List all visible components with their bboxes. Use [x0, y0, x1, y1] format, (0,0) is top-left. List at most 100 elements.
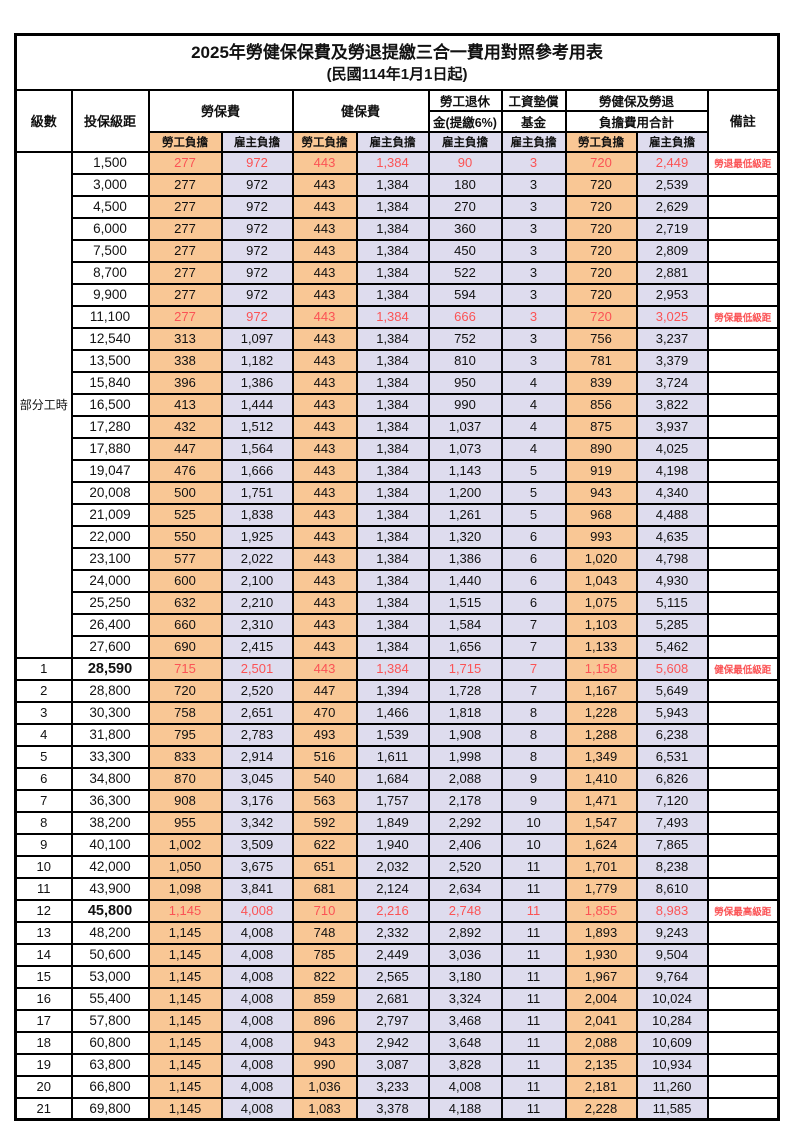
wage-fund-employer-cell: 3 — [500, 260, 567, 285]
total-employee-cell: 720 — [564, 238, 638, 263]
health-ins-employee-cell: 443 — [291, 304, 358, 329]
total-employee-cell: 756 — [564, 326, 638, 351]
table-row: 17 57,800 1,145 4,008 896 2,797 3,468 11… — [14, 1008, 780, 1033]
labor-ins-employer-cell: 4,008 — [220, 1074, 294, 1099]
wage-fund-employer-cell: 11 — [500, 986, 567, 1011]
total-employee-cell: 720 — [564, 150, 638, 175]
labor-ins-employee-cell: 690 — [147, 634, 223, 659]
note-cell — [706, 964, 780, 989]
note-cell — [706, 216, 780, 241]
level-cell: 3 — [14, 700, 73, 725]
table-row: 25,250 632 2,210 443 1,384 1,515 6 1,075… — [16, 590, 780, 615]
total-employee-cell: 1,410 — [564, 766, 638, 791]
health-ins-employer-cell: 1,684 — [355, 766, 430, 791]
total-employee-cell: 2,135 — [564, 1052, 638, 1077]
labor-ins-employer-cell: 2,310 — [220, 612, 294, 637]
labor-ins-employee-cell: 833 — [147, 744, 223, 769]
pension-employer-cell: 3,036 — [427, 942, 503, 967]
wage-fund-employer-cell: 3 — [500, 238, 567, 263]
pension-employer-cell: 1,320 — [427, 524, 503, 549]
total-employer-cell: 6,238 — [635, 722, 709, 747]
wage-fund-employer-cell: 8 — [500, 700, 567, 725]
health-ins-employee-cell: 443 — [291, 150, 358, 175]
labor-ins-employee-cell: 413 — [147, 392, 223, 417]
wage-fund-employer-cell: 8 — [500, 744, 567, 769]
total-employee-cell: 839 — [564, 370, 638, 395]
health-ins-employer-cell: 2,216 — [355, 898, 430, 923]
health-ins-employee-cell: 443 — [291, 656, 358, 681]
note-cell — [706, 876, 780, 901]
table-row: 26,400 660 2,310 443 1,384 1,584 7 1,103… — [16, 612, 780, 637]
note-cell — [706, 920, 780, 945]
premium-table: 2025年勞健保保費及勞退提繳三合一費用對照參考用表 (民國114年1月1日起)… — [14, 33, 781, 1121]
level-cell: 14 — [14, 942, 73, 967]
salary-cell: 31,800 — [70, 722, 150, 747]
labor-ins-employer-cell: 4,008 — [220, 1008, 294, 1033]
health-ins-employer-cell: 1,384 — [355, 634, 430, 659]
labor-ins-employee-cell: 1,098 — [147, 876, 223, 901]
health-ins-employee-cell: 443 — [291, 260, 358, 285]
subheader-labor-employer: 雇主負擔 — [220, 130, 294, 153]
title-block: 2025年勞健保保費及勞退提繳三合一費用對照參考用表 (民國114年1月1日起) — [14, 33, 780, 91]
total-employer-cell: 2,809 — [635, 238, 709, 263]
pension-employer-cell: 2,292 — [427, 810, 503, 835]
page-subtitle: (民國114年1月1日起) — [326, 66, 468, 84]
salary-cell: 21,009 — [70, 502, 150, 527]
header-level: 級數 — [14, 88, 73, 153]
level-cell: 21 — [14, 1096, 73, 1121]
health-ins-employer-cell: 2,565 — [355, 964, 430, 989]
wage-fund-employer-cell: 3 — [500, 326, 567, 351]
labor-ins-employer-cell: 1,444 — [220, 392, 294, 417]
health-ins-employee-cell: 443 — [291, 568, 358, 593]
total-employer-cell: 4,635 — [635, 524, 709, 549]
table-row: 11 43,900 1,098 3,841 681 2,124 2,634 11… — [14, 876, 780, 901]
header-total-line1: 勞健保及勞退 — [564, 88, 709, 112]
total-employer-cell: 3,822 — [635, 392, 709, 417]
salary-cell: 22,000 — [70, 524, 150, 549]
pension-employer-cell: 990 — [427, 392, 503, 417]
subheader-health-employer: 雇主負擔 — [355, 130, 430, 153]
salary-cell: 55,400 — [70, 986, 150, 1011]
health-ins-employer-cell: 1,384 — [355, 502, 430, 527]
note-cell: 勞保最低級距 — [706, 304, 780, 329]
labor-ins-employee-cell: 550 — [147, 524, 223, 549]
health-ins-employer-cell: 2,681 — [355, 986, 430, 1011]
salary-cell: 28,590 — [70, 656, 150, 681]
level-cell: 7 — [14, 788, 73, 813]
health-ins-employee-cell: 859 — [291, 986, 358, 1011]
level-cell: 2 — [14, 678, 73, 703]
wage-fund-employer-cell: 5 — [500, 502, 567, 527]
wage-fund-employer-cell: 6 — [500, 568, 567, 593]
pension-employer-cell: 594 — [427, 282, 503, 307]
pension-employer-cell: 1,261 — [427, 502, 503, 527]
wage-fund-employer-cell: 6 — [500, 546, 567, 571]
total-employer-cell: 2,953 — [635, 282, 709, 307]
salary-cell: 8,700 — [70, 260, 150, 285]
total-employer-cell: 6,531 — [635, 744, 709, 769]
salary-cell: 69,800 — [70, 1096, 150, 1121]
labor-ins-employer-cell: 1,751 — [220, 480, 294, 505]
table-row: 16,500 413 1,444 443 1,384 990 4 856 3,8… — [16, 392, 780, 417]
total-employee-cell: 1,349 — [564, 744, 638, 769]
labor-ins-employee-cell: 870 — [147, 766, 223, 791]
labor-ins-employee-cell: 1,145 — [147, 898, 223, 923]
total-employer-cell: 5,608 — [635, 656, 709, 681]
labor-ins-employee-cell: 313 — [147, 326, 223, 351]
table-row: 23,100 577 2,022 443 1,384 1,386 6 1,020… — [16, 546, 780, 571]
subheader-total-employee: 勞工負擔 — [564, 130, 638, 153]
health-ins-employee-cell: 443 — [291, 612, 358, 637]
pension-employer-cell: 2,088 — [427, 766, 503, 791]
table-row: 3 30,300 758 2,651 470 1,466 1,818 8 1,2… — [14, 700, 780, 725]
labor-ins-employee-cell: 277 — [147, 150, 223, 175]
health-ins-employer-cell: 1,384 — [355, 480, 430, 505]
salary-cell: 42,000 — [70, 854, 150, 879]
table-row: 3,000 277 972 443 1,384 180 3 720 2,539 — [16, 172, 780, 197]
note-cell — [706, 854, 780, 879]
total-employee-cell: 781 — [564, 348, 638, 373]
pension-employer-cell: 3,828 — [427, 1052, 503, 1077]
salary-cell: 27,600 — [70, 634, 150, 659]
table-row: 20,008 500 1,751 443 1,384 1,200 5 943 4… — [16, 480, 780, 505]
total-employee-cell: 2,181 — [564, 1074, 638, 1099]
health-ins-employer-cell: 2,797 — [355, 1008, 430, 1033]
total-employee-cell: 1,133 — [564, 634, 638, 659]
